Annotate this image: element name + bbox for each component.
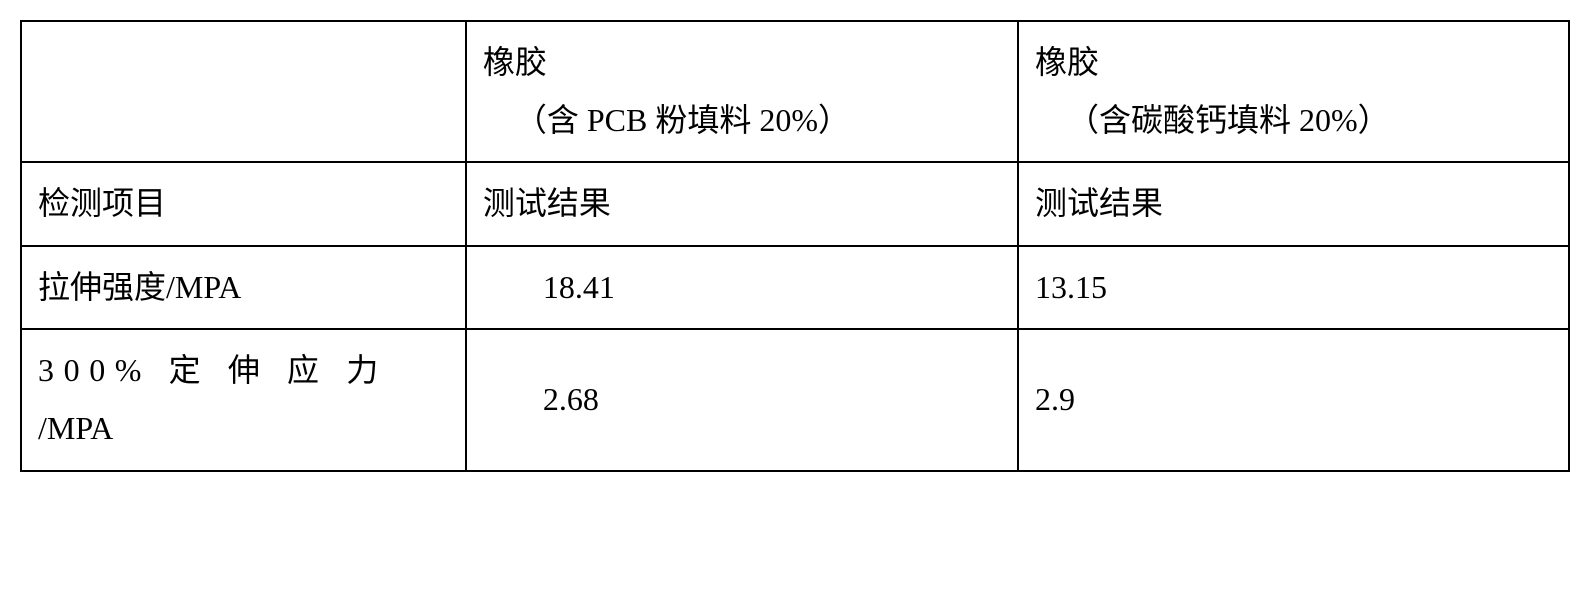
cell-tensile-label: 拉伸强度/MPA (21, 246, 466, 330)
table-row-modulus: 300% 定 伸 应 力 /MPA 2.68 2.9 (21, 329, 1569, 470)
modulus-label-line2: /MPA (38, 400, 449, 458)
header-rubber-pcb-line2: （含 PCB 粉填料 20%） (483, 92, 1001, 150)
cell-tensile-pcb: 18.41 (466, 246, 1018, 330)
modulus-label-line1: 300% 定 伸 应 力 (38, 342, 449, 400)
header-rubber-caco3-line1: 橡胶 (1035, 34, 1552, 92)
modulus-pcb-value: 2.68 (483, 371, 599, 429)
table-row-tensile: 拉伸强度/MPA 18.41 13.15 (21, 246, 1569, 330)
cell-tensile-caco3: 13.15 (1018, 246, 1569, 330)
header-rubber-pcb-line1: 橡胶 (483, 34, 1001, 92)
cell-test-result-label-2: 测试结果 (1018, 162, 1569, 246)
modulus-caco3-value: 2.9 (1035, 381, 1075, 417)
header-cell-rubber-pcb: 橡胶 （含 PCB 粉填料 20%） (466, 21, 1018, 162)
table-row-labels: 检测项目 测试结果 测试结果 (21, 162, 1569, 246)
cell-modulus-pcb: 2.68 (466, 329, 1018, 470)
cell-test-item-label: 检测项目 (21, 162, 466, 246)
header-rubber-caco3-line2: （含碳酸钙填料 20%） (1035, 92, 1552, 150)
tensile-pcb-value: 18.41 (483, 259, 615, 317)
cell-modulus-label: 300% 定 伸 应 力 /MPA (21, 329, 466, 470)
cell-test-result-label-1: 测试结果 (466, 162, 1018, 246)
header-cell-rubber-caco3: 橡胶 （含碳酸钙填料 20%） (1018, 21, 1569, 162)
header-cell-empty (21, 21, 466, 162)
table-header-row: 橡胶 （含 PCB 粉填料 20%） 橡胶 （含碳酸钙填料 20%） (21, 21, 1569, 162)
cell-modulus-caco3: 2.9 (1018, 329, 1569, 470)
data-table: 橡胶 （含 PCB 粉填料 20%） 橡胶 （含碳酸钙填料 20%） 检测项目 … (20, 20, 1570, 472)
